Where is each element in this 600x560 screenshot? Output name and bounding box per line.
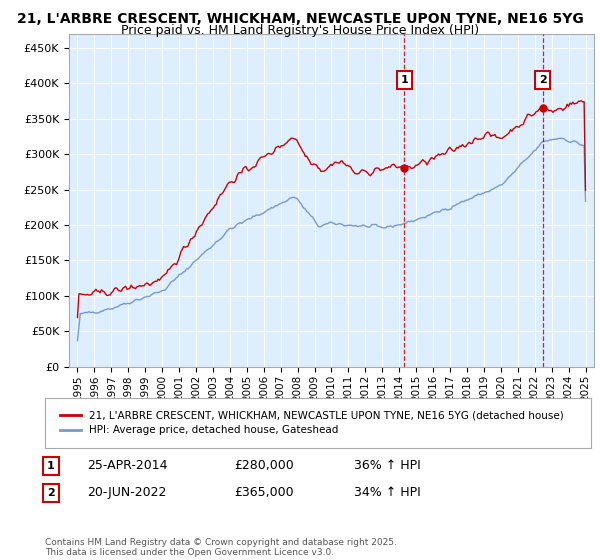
Text: 36% ↑ HPI: 36% ↑ HPI (354, 459, 421, 473)
Legend: 21, L'ARBRE CRESCENT, WHICKHAM, NEWCASTLE UPON TYNE, NE16 5YG (detached house), : 21, L'ARBRE CRESCENT, WHICKHAM, NEWCASTL… (56, 406, 568, 440)
Text: 25-APR-2014: 25-APR-2014 (87, 459, 167, 473)
Text: 21, L'ARBRE CRESCENT, WHICKHAM, NEWCASTLE UPON TYNE, NE16 5YG: 21, L'ARBRE CRESCENT, WHICKHAM, NEWCASTL… (17, 12, 583, 26)
Text: Contains HM Land Registry data © Crown copyright and database right 2025.
This d: Contains HM Land Registry data © Crown c… (45, 538, 397, 557)
Text: £280,000: £280,000 (234, 459, 294, 473)
Text: 2: 2 (539, 74, 547, 85)
Text: £365,000: £365,000 (234, 486, 293, 500)
Text: 2: 2 (47, 488, 55, 498)
Text: 1: 1 (401, 74, 409, 85)
Text: 34% ↑ HPI: 34% ↑ HPI (354, 486, 421, 500)
Text: Price paid vs. HM Land Registry's House Price Index (HPI): Price paid vs. HM Land Registry's House … (121, 24, 479, 37)
Text: 1: 1 (47, 461, 55, 471)
Text: 20-JUN-2022: 20-JUN-2022 (87, 486, 166, 500)
